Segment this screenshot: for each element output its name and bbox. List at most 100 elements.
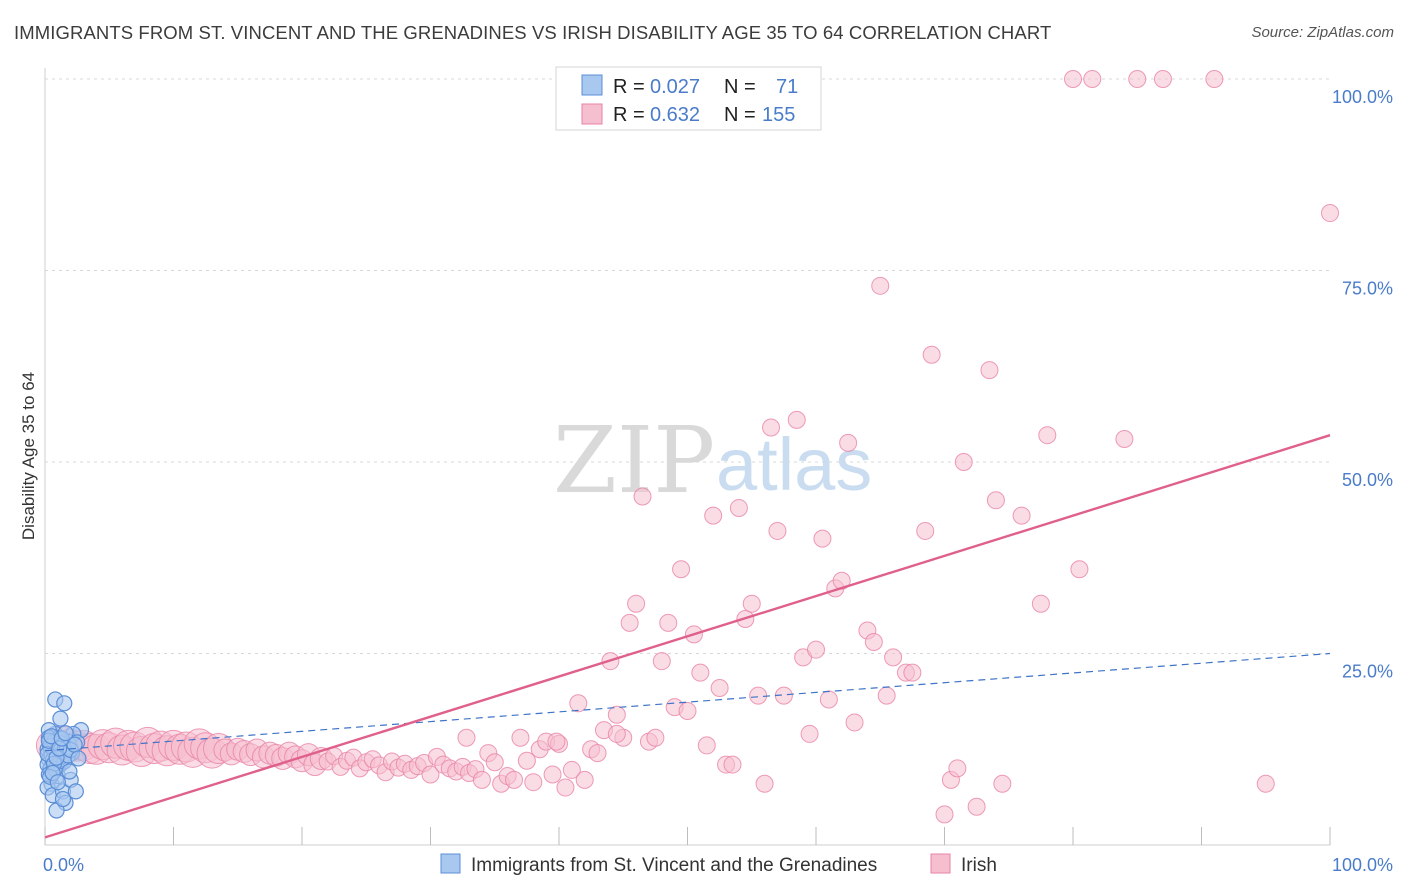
x-tick-label: 0.0% [43, 855, 84, 875]
stats-n-value-blue: 71 [776, 76, 798, 98]
irish-point [729, 498, 748, 517]
irish-point [607, 705, 626, 724]
irish-point [980, 361, 999, 380]
irish-point [547, 732, 566, 751]
irish-point [884, 648, 903, 667]
irish-point [954, 453, 973, 471]
irish-point [697, 736, 716, 755]
irish-point [652, 652, 671, 671]
stats-r-label-blue: R = [613, 76, 645, 98]
irish-point [569, 694, 588, 713]
irish-point [755, 774, 774, 793]
irish-point [659, 613, 678, 632]
irish-point [710, 678, 729, 697]
immigrants-point [70, 750, 87, 767]
irish-point [1064, 70, 1082, 88]
irish-point [524, 773, 543, 792]
irish-point [1153, 70, 1172, 88]
data-points [35, 70, 1339, 824]
stats-r-value-pink: 0.632 [650, 104, 700, 126]
irish-point [871, 276, 890, 295]
irish-point [620, 613, 639, 632]
irish-point [505, 770, 524, 789]
irish-point [749, 686, 768, 705]
irish-point [607, 724, 626, 743]
irish-point [807, 640, 825, 659]
immigrants-trend-line [44, 652, 1331, 752]
irish-point [633, 487, 652, 506]
legend-label-immigrants: Immigrants from St. Vincent and the Gren… [471, 855, 877, 876]
irish-point [903, 663, 922, 682]
irish-point [813, 529, 832, 548]
irish-point [787, 410, 806, 429]
irish-point [678, 701, 697, 720]
y-tick-label: 100.0% [1332, 87, 1393, 107]
stats-n-label-pink: N = [724, 104, 756, 126]
stats-legend: R = 0.027 N = 71 R = 0.632 N = 155 [555, 66, 822, 131]
irish-point [1031, 594, 1050, 613]
irish-point [1256, 774, 1275, 793]
immigrants-point [49, 774, 66, 791]
stats-r-value-blue: 0.027 [650, 76, 700, 98]
series-legend: Immigrants from St. Vincent and the Gren… [440, 853, 997, 876]
chart-title: IMMIGRANTS FROM ST. VINCENT AND THE GREN… [14, 22, 1052, 43]
irish-point [839, 433, 858, 452]
irish-point [575, 770, 594, 789]
irish-point [742, 594, 761, 613]
immigrants-point [57, 725, 74, 742]
legend-label-irish: Irish [961, 855, 997, 876]
y-axis-title: Disability Age 35 to 64 [19, 372, 38, 540]
irish-point [511, 728, 530, 747]
trend-lines [44, 434, 1331, 839]
irish-point [935, 805, 954, 824]
immigrants-point [54, 790, 72, 808]
irish-point [691, 663, 710, 682]
irish-point [877, 686, 896, 705]
immigrants-point [56, 695, 73, 712]
immigrants-point [67, 783, 84, 800]
irish-point [421, 765, 440, 784]
y-tick-label: 25.0% [1342, 662, 1393, 682]
irish-point [556, 778, 575, 797]
irish-point [916, 521, 935, 540]
irish-point [1115, 430, 1134, 449]
legend-swatch-immigrants [440, 853, 461, 874]
irish-point [762, 418, 781, 437]
y-tick-label: 50.0% [1342, 470, 1393, 490]
immigrants-point [52, 710, 69, 727]
immigrants-point [61, 763, 78, 780]
stats-legend-swatch-blue [581, 74, 603, 96]
irish-point [485, 753, 504, 772]
irish-point [948, 759, 967, 778]
irish-point [472, 770, 491, 789]
irish-point [646, 728, 665, 747]
axes [44, 68, 1331, 846]
irish-point [967, 797, 986, 816]
irish-point [562, 760, 581, 779]
watermark: ZIP atlas [553, 407, 872, 514]
irish-trend-line [44, 434, 1331, 839]
chart-source: Source: ZipAtlas.com [1251, 24, 1394, 41]
legend-swatch-irish [930, 853, 951, 874]
tick-labels: 25.0% 50.0% 75.0% 100.0% 0.0% 100.0% [43, 87, 1393, 875]
irish-point [1083, 70, 1102, 88]
irish-point [457, 728, 476, 747]
stats-n-value-pink: 155 [762, 104, 795, 126]
irish-point [588, 744, 607, 763]
stats-legend-swatch-pink [581, 103, 603, 125]
stats-n-label-blue: N = [724, 76, 756, 98]
irish-point [704, 506, 723, 525]
irish-point [922, 345, 941, 364]
irish-point [1205, 70, 1224, 88]
irish-point [1128, 70, 1147, 88]
irish-point [543, 765, 562, 784]
y-tick-label: 75.0% [1342, 279, 1393, 299]
irish-point [517, 751, 536, 770]
irish-point [845, 713, 864, 732]
irish-point [1321, 204, 1339, 223]
irish-point [986, 491, 1005, 510]
irish-point [1070, 560, 1089, 579]
irish-point [768, 521, 787, 540]
irish-point [672, 560, 691, 579]
